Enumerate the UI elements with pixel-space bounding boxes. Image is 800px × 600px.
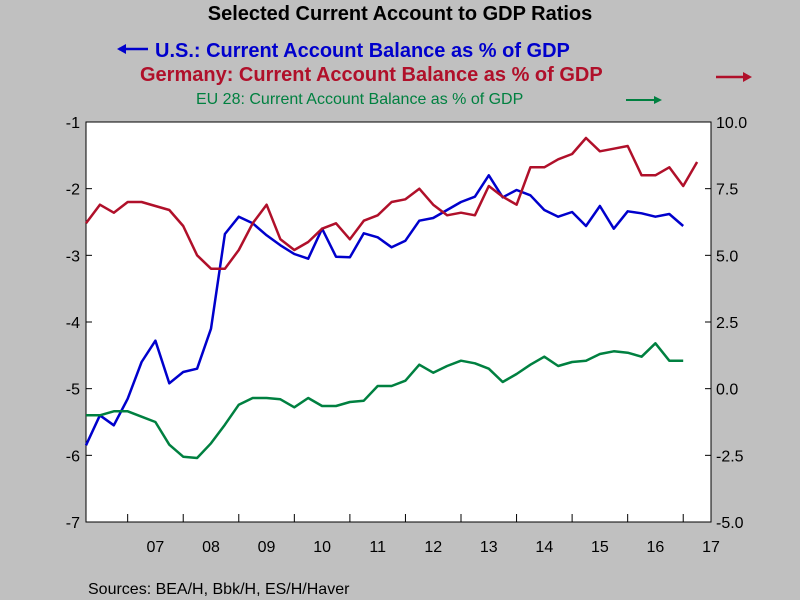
left-tick-label: -7 (66, 515, 80, 532)
legend-us-label: U.S.: Current Account Balance as % of GD… (155, 40, 570, 62)
series-germany-line (84, 136, 699, 270)
legend: U.S.: Current Account Balance as % of GD… (117, 40, 752, 108)
x-tick-label: 16 (647, 539, 665, 556)
left-tick-label: -5 (66, 382, 80, 399)
right-tick-label: 5.0 (716, 248, 738, 265)
series-us-line (84, 174, 685, 446)
plot-area (85, 121, 712, 523)
chart-title: Selected Current Account to GDP Ratios (208, 3, 593, 25)
left-axis: -1 -2 -3 -4 -5 -6 -7 (66, 115, 92, 532)
x-tick-label: 11 (369, 539, 386, 556)
x-tick-label: 10 (313, 539, 331, 556)
right-tick-label: 10.0 (716, 115, 747, 132)
x-axis: 07 08 09 10 11 12 13 14 15 16 17 (127, 514, 720, 556)
legend-germany-arrow (716, 72, 752, 82)
legend-eu28-arrow (626, 96, 662, 104)
x-tick-label: 07 (147, 539, 165, 556)
legend-us-arrow (117, 44, 148, 54)
x-tick-label: 09 (258, 539, 276, 556)
left-tick-label: -2 (66, 182, 80, 199)
x-tick-label: 08 (202, 539, 220, 556)
series-layer (84, 136, 699, 460)
right-axis: 10.0 7.5 5.0 2.5 0.0 -2.5 -5.0 (705, 115, 747, 532)
right-tick-label: -2.5 (716, 448, 744, 465)
x-tick-label: 17 (702, 539, 720, 556)
legend-germany-label: Germany: Current Account Balance as % of… (140, 64, 603, 86)
left-tick-label: -1 (66, 115, 80, 132)
left-tick-label: -4 (66, 315, 80, 332)
x-tick-label: 15 (591, 539, 609, 556)
right-tick-label: 0.0 (716, 382, 738, 399)
left-tick-label: -6 (66, 448, 80, 465)
right-tick-label: -5.0 (716, 515, 744, 532)
right-tick-label: 7.5 (716, 182, 738, 199)
x-tick-label: 12 (424, 539, 442, 556)
x-tick-label: 14 (535, 539, 553, 556)
right-tick-label: 2.5 (716, 315, 738, 332)
left-tick-label: -3 (66, 248, 80, 265)
x-tick-label: 13 (480, 539, 498, 556)
series-eu28-line (86, 342, 684, 460)
source-note: Sources: BEA/H, Bbk/H, ES/H/Haver (88, 581, 350, 598)
legend-eu28-label: EU 28: Current Account Balance as % of G… (196, 91, 523, 108)
